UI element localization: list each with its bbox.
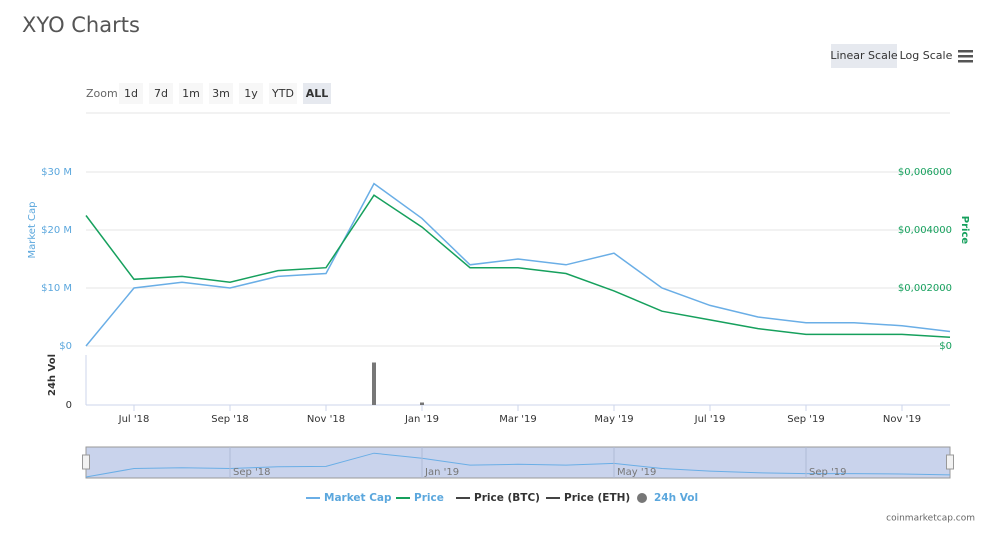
y-tick-label: $20 M — [41, 225, 72, 236]
navigator-handle[interactable] — [82, 454, 90, 470]
zoom-button-bg — [119, 83, 143, 104]
zoom-button-bg — [209, 83, 233, 104]
zoom-button[interactable]: 1m — [182, 87, 200, 100]
y2-axis-title: Price — [959, 216, 970, 245]
navigator-label: Sep '18 — [233, 467, 271, 478]
legend-label[interactable]: Market Cap — [324, 492, 392, 504]
vol-tick-label: 0 — [66, 400, 72, 411]
legend-label[interactable]: Price (ETH) — [564, 492, 630, 504]
navigator-label: Sep '19 — [809, 467, 847, 478]
vol-bar — [420, 402, 424, 405]
vol-axis-title: 24h Vol — [47, 354, 58, 396]
zoom-button[interactable]: 1y — [244, 87, 258, 100]
zoom-label: Zoom — [86, 87, 118, 100]
scale-button[interactable]: Log Scale — [900, 49, 953, 62]
zoom-button[interactable]: 7d — [154, 87, 168, 100]
market-cap-line — [85, 182, 951, 347]
price-line — [85, 194, 951, 339]
scale-button[interactable]: Linear Scale — [830, 49, 898, 62]
zoom-button-bg — [269, 83, 297, 104]
y2-tick-label: $0,002000 — [898, 283, 952, 294]
chart-title: XYO Charts — [22, 13, 140, 37]
navigator-label: Jan '19 — [424, 467, 459, 478]
credit: coinmarketcap.com — [886, 514, 975, 524]
navigator-label: May '19 — [617, 467, 656, 478]
y2-tick-label: $0,004000 — [898, 225, 952, 236]
y2-tick-label: $0 — [939, 341, 952, 352]
y-tick-label: $0 — [59, 341, 72, 352]
legend-label[interactable]: Price (BTC) — [474, 492, 540, 504]
legend-label[interactable]: Price — [414, 492, 444, 504]
x-tick-label: Mar '19 — [499, 414, 537, 425]
zoom-button[interactable]: ALL — [306, 87, 329, 100]
legend-swatch — [637, 493, 647, 503]
vol-bar — [372, 362, 376, 405]
x-tick-label: Nov '19 — [883, 414, 921, 425]
zoom-button[interactable]: 1d — [124, 87, 138, 100]
y2-tick-label: $0,006000 — [898, 167, 952, 178]
zoom-button-bg — [149, 83, 173, 104]
scale-button-bg — [831, 44, 897, 68]
y-axis-title: Market Cap — [27, 201, 38, 258]
zoom-button-bg — [303, 83, 331, 104]
zoom-button[interactable]: YTD — [271, 87, 294, 100]
zoom-button-bg — [179, 83, 203, 104]
y-tick-label: $30 M — [41, 167, 72, 178]
menu-icon[interactable] — [958, 50, 973, 63]
x-tick-label: Sep '18 — [211, 414, 249, 425]
legend-label[interactable]: 24h Vol — [654, 492, 698, 504]
y-tick-label: $10 M — [41, 283, 72, 294]
x-tick-label: Jul '18 — [118, 414, 150, 425]
x-tick-label: Jul '19 — [694, 414, 726, 425]
zoom-button[interactable]: 3m — [212, 87, 230, 100]
x-tick-label: Jan '19 — [404, 414, 439, 425]
x-tick-label: Nov '18 — [307, 414, 345, 425]
zoom-button-bg — [239, 83, 263, 104]
x-tick-label: May '19 — [594, 414, 633, 425]
x-tick-label: Sep '19 — [787, 414, 825, 425]
navigator-handle[interactable] — [946, 454, 954, 470]
